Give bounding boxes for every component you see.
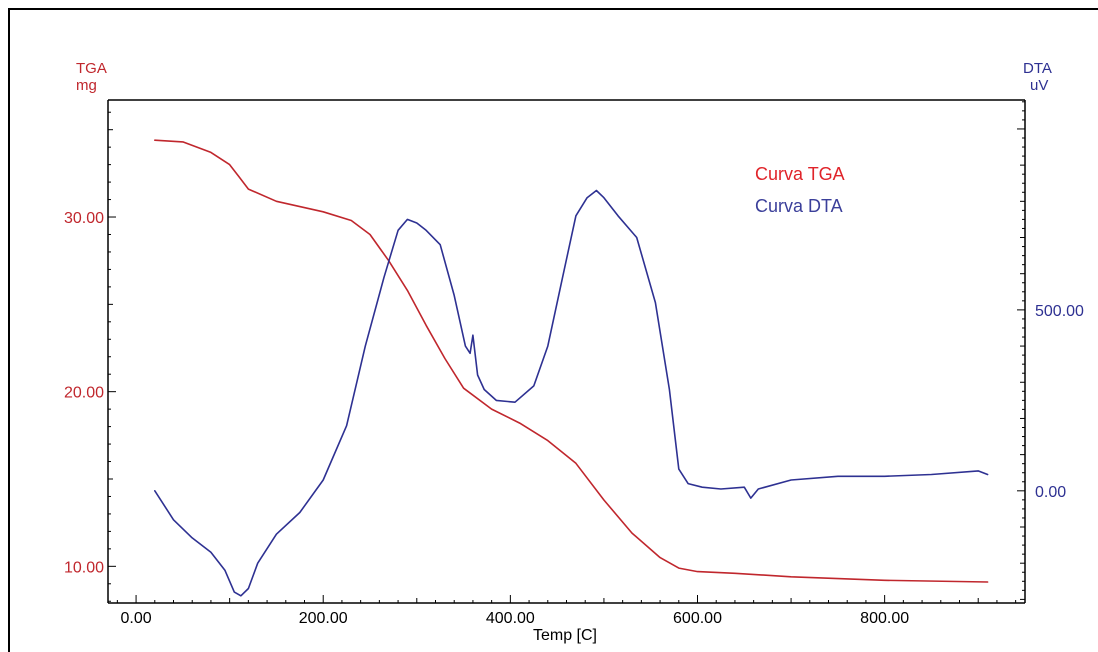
x-tick-label: 600.00 [673, 610, 722, 627]
right-axis-label-line1: DTA [1023, 60, 1052, 77]
left-axis-label-line2: mg [76, 77, 97, 94]
x-tick-label: 0.00 [121, 610, 152, 627]
x-axis-label: Temp [C] [533, 627, 597, 644]
right-tick-label: 500.00 [1035, 303, 1084, 320]
x-tick-label: 200.00 [299, 610, 348, 627]
right-axis-label-line2: uV [1030, 77, 1048, 94]
x-tick-label: 400.00 [486, 610, 535, 627]
series-line-tga [154, 139, 989, 583]
left-tick-label: 20.00 [64, 385, 104, 402]
legend-item-dta: Curva DTA [755, 196, 843, 216]
left-tick-label: 10.00 [64, 559, 104, 576]
chart-frame [8, 8, 1098, 652]
series-line-dta [154, 189, 989, 597]
right-tick-label: 0.00 [1035, 484, 1066, 501]
left-axis-label-line1: TGA [76, 60, 107, 77]
x-tick-label: 800.00 [860, 610, 909, 627]
legend-item-tga: Curva TGA [755, 164, 845, 184]
left-tick-label: 30.00 [64, 210, 104, 227]
